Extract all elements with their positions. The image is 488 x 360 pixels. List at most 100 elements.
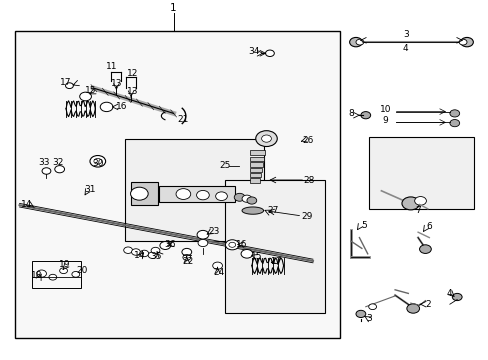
Text: 19: 19 <box>59 260 71 269</box>
Circle shape <box>241 249 252 258</box>
Circle shape <box>406 304 419 313</box>
Text: 15: 15 <box>250 252 262 261</box>
Circle shape <box>94 158 102 164</box>
Circle shape <box>130 187 148 200</box>
Bar <box>250 157 264 161</box>
Circle shape <box>212 262 222 269</box>
Circle shape <box>261 135 271 142</box>
Bar <box>124 139 264 241</box>
Circle shape <box>42 168 51 174</box>
Text: 24: 24 <box>213 268 224 277</box>
Circle shape <box>449 120 459 127</box>
Circle shape <box>242 195 251 202</box>
Circle shape <box>176 189 190 199</box>
Bar <box>250 162 263 167</box>
Text: 13: 13 <box>127 87 139 96</box>
Text: 36: 36 <box>164 240 176 249</box>
Text: 25: 25 <box>219 161 230 170</box>
Text: 22: 22 <box>182 256 194 266</box>
Bar <box>131 182 158 205</box>
Circle shape <box>225 240 239 250</box>
Text: 5: 5 <box>361 220 366 230</box>
Text: 30: 30 <box>92 159 103 168</box>
Circle shape <box>355 39 363 45</box>
Circle shape <box>368 304 376 310</box>
Text: 33: 33 <box>38 158 50 167</box>
Circle shape <box>123 247 132 253</box>
Bar <box>250 173 261 177</box>
Circle shape <box>215 192 227 201</box>
Text: 31: 31 <box>84 185 96 194</box>
Text: 10: 10 <box>379 105 390 114</box>
Circle shape <box>197 230 208 239</box>
Circle shape <box>72 271 80 277</box>
Text: 6: 6 <box>426 222 431 231</box>
Circle shape <box>49 274 57 280</box>
Text: 3: 3 <box>402 30 408 39</box>
Circle shape <box>196 190 209 200</box>
Text: 16: 16 <box>236 240 247 248</box>
Text: 17: 17 <box>60 78 72 87</box>
Text: 34: 34 <box>248 47 260 56</box>
Text: 7: 7 <box>414 206 420 215</box>
Text: 11: 11 <box>105 62 117 71</box>
Bar <box>250 168 262 172</box>
Circle shape <box>148 252 157 258</box>
Text: 23: 23 <box>208 227 220 236</box>
Text: 21: 21 <box>177 115 189 124</box>
Text: 2: 2 <box>424 300 430 309</box>
Text: 9: 9 <box>382 116 387 125</box>
Text: 4: 4 <box>402 44 408 53</box>
Circle shape <box>401 197 419 210</box>
Bar <box>250 178 260 183</box>
Circle shape <box>349 37 362 47</box>
Text: 1: 1 <box>170 3 177 13</box>
Text: 32: 32 <box>52 158 63 167</box>
Circle shape <box>37 270 46 277</box>
Circle shape <box>151 247 160 254</box>
Text: 26: 26 <box>302 136 313 145</box>
Bar <box>224 180 325 313</box>
Text: 15: 15 <box>84 86 96 95</box>
Bar <box>368 137 473 209</box>
Circle shape <box>160 242 170 249</box>
Text: 3: 3 <box>366 314 371 323</box>
Text: 20: 20 <box>76 266 88 275</box>
Circle shape <box>131 249 140 255</box>
Text: 14: 14 <box>21 199 33 209</box>
Text: 17: 17 <box>270 256 282 266</box>
Circle shape <box>355 310 365 318</box>
Text: 16: 16 <box>115 103 127 112</box>
Circle shape <box>419 245 430 253</box>
Polygon shape <box>242 207 263 214</box>
Bar <box>15 31 339 338</box>
Circle shape <box>182 248 191 256</box>
Circle shape <box>198 239 207 247</box>
Circle shape <box>80 92 91 101</box>
Circle shape <box>90 156 105 167</box>
Text: 27: 27 <box>266 206 278 215</box>
Circle shape <box>451 293 461 301</box>
Circle shape <box>360 112 370 119</box>
Text: 4: 4 <box>445 289 451 298</box>
Bar <box>250 150 264 155</box>
Text: 8: 8 <box>347 109 353 118</box>
Text: 18: 18 <box>31 271 42 280</box>
Circle shape <box>183 255 190 260</box>
Bar <box>32 261 81 288</box>
Circle shape <box>234 193 244 201</box>
Circle shape <box>460 37 472 47</box>
Circle shape <box>255 131 277 147</box>
Text: 28: 28 <box>303 176 314 185</box>
Circle shape <box>65 83 73 89</box>
Circle shape <box>449 110 459 117</box>
Circle shape <box>140 250 148 257</box>
Text: 14: 14 <box>133 251 145 260</box>
Circle shape <box>228 242 235 247</box>
Circle shape <box>414 197 426 205</box>
Circle shape <box>60 268 67 274</box>
Circle shape <box>265 50 274 57</box>
Text: 13: 13 <box>110 79 122 88</box>
Circle shape <box>246 197 256 204</box>
Text: 12: 12 <box>127 69 139 78</box>
